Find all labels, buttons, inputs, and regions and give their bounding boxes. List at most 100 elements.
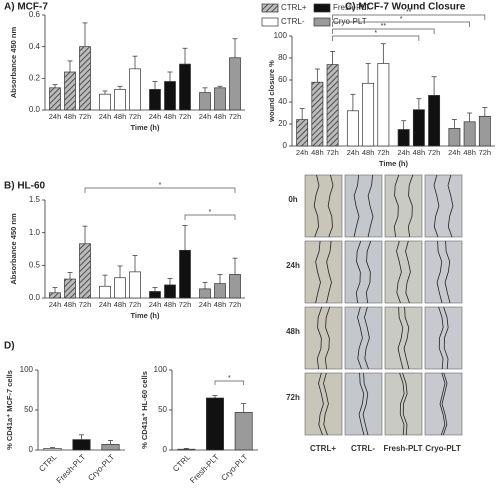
bar [99,93,111,111]
x-tick-label: 48h [114,112,127,121]
bar [164,284,176,299]
bar [377,63,390,147]
x-tick-label: 48h [214,300,227,309]
wound-edge [326,240,332,304]
significance-bracket [184,214,236,220]
bar [229,57,241,111]
x-tick-label: 48h [362,148,375,157]
y-tick-label: 0.0 [29,105,41,114]
legend-swatch [313,17,331,27]
y-tick-label: 100 [20,365,34,374]
bar [296,119,309,147]
x-tick-label: 24h [99,112,112,121]
bar [397,129,410,147]
x-tick-label: 48h [164,300,177,309]
x-tick-label: 24h [49,112,62,121]
x-tick-label: 72h [129,112,142,121]
micrograph [384,240,423,304]
micrograph [384,174,423,238]
y-tick-label: 0.6 [29,10,41,19]
micrograph [424,240,463,304]
bar [101,444,120,451]
bar [428,95,441,147]
bar [311,81,324,147]
significance-bracket [332,14,486,20]
significance-label: ** [381,23,387,30]
wound-edge [436,240,443,304]
bar [412,109,425,147]
y-axis-label: % CD41a⁺ HL-60 cells [140,371,149,449]
wound-edge [318,372,324,436]
wound-edge [439,372,446,436]
bar [346,110,359,147]
wound-edge [327,174,334,238]
wound-edge [447,174,454,238]
significance-bracket [332,21,470,27]
legend-swatch [261,17,279,27]
significance-label: ** [406,9,412,16]
significance-label: * [400,16,403,23]
micrograph [424,372,463,436]
bar [114,89,126,111]
bar [179,63,191,111]
panel-title: D) [4,341,15,352]
micrograph [424,306,463,370]
y-tick-label: 50 [24,405,33,414]
wound-edge [397,306,404,370]
significance-bracket [84,187,236,193]
bar [199,288,211,299]
panel-title: B) HL-60 [4,181,46,192]
y-tick-label: 20 [278,119,287,128]
y-axis-label: Absorbance 450 nm [9,213,18,285]
x-tick-label: 72h [428,148,441,157]
bar [79,243,91,299]
x-tick-label: 24h [49,300,62,309]
x-tick-label: 72h [377,148,390,157]
bar [79,46,91,111]
bar [43,448,62,451]
x-tick-label: 72h [229,112,242,121]
x-tick-label: 72h [79,112,92,121]
x-tick-label: Cryo-PLT [219,452,249,482]
micrograph [384,306,423,370]
legend-label: CTRL+ [281,3,307,12]
bar [129,68,141,111]
micrograph [424,174,463,238]
micrograph [344,174,383,238]
wound-edge [358,372,365,436]
x-tick-label: 48h [114,300,127,309]
legend-label: CTRL- [281,17,305,26]
y-tick-label: 60 [278,75,287,84]
bar [49,87,61,111]
bar [129,271,141,299]
significance-bracket [214,380,245,385]
bar [448,128,461,147]
x-tick-label: 72h [479,148,492,157]
x-tick-label: 24h [347,148,360,157]
bar [179,249,191,299]
wound-edge [444,240,451,304]
row-label: 48h [286,327,300,336]
bar [164,81,176,111]
x-tick-label: 24h [149,300,162,309]
row-label: 0h [288,195,297,204]
x-tick-label: 24h [296,148,309,157]
significance-label: * [228,375,231,382]
wound-edge [402,372,408,436]
x-tick-label: 72h [326,148,339,157]
legend-swatch [313,3,331,13]
wound-edge [323,372,329,436]
x-tick-label: 24h [448,148,461,157]
bar [149,89,161,111]
y-tick-label: 40 [278,97,287,106]
legend-swatch [261,3,279,13]
y-tick-label: 0.0 [29,293,41,302]
wound-edge [443,306,449,370]
wound-edge [441,372,448,436]
significance-label: * [209,209,212,216]
y-tick-label: 80 [278,53,287,62]
x-tick-label: 48h [463,148,476,157]
significance-bracket [332,28,435,34]
row-label: 72h [286,393,300,402]
bar [49,292,61,299]
